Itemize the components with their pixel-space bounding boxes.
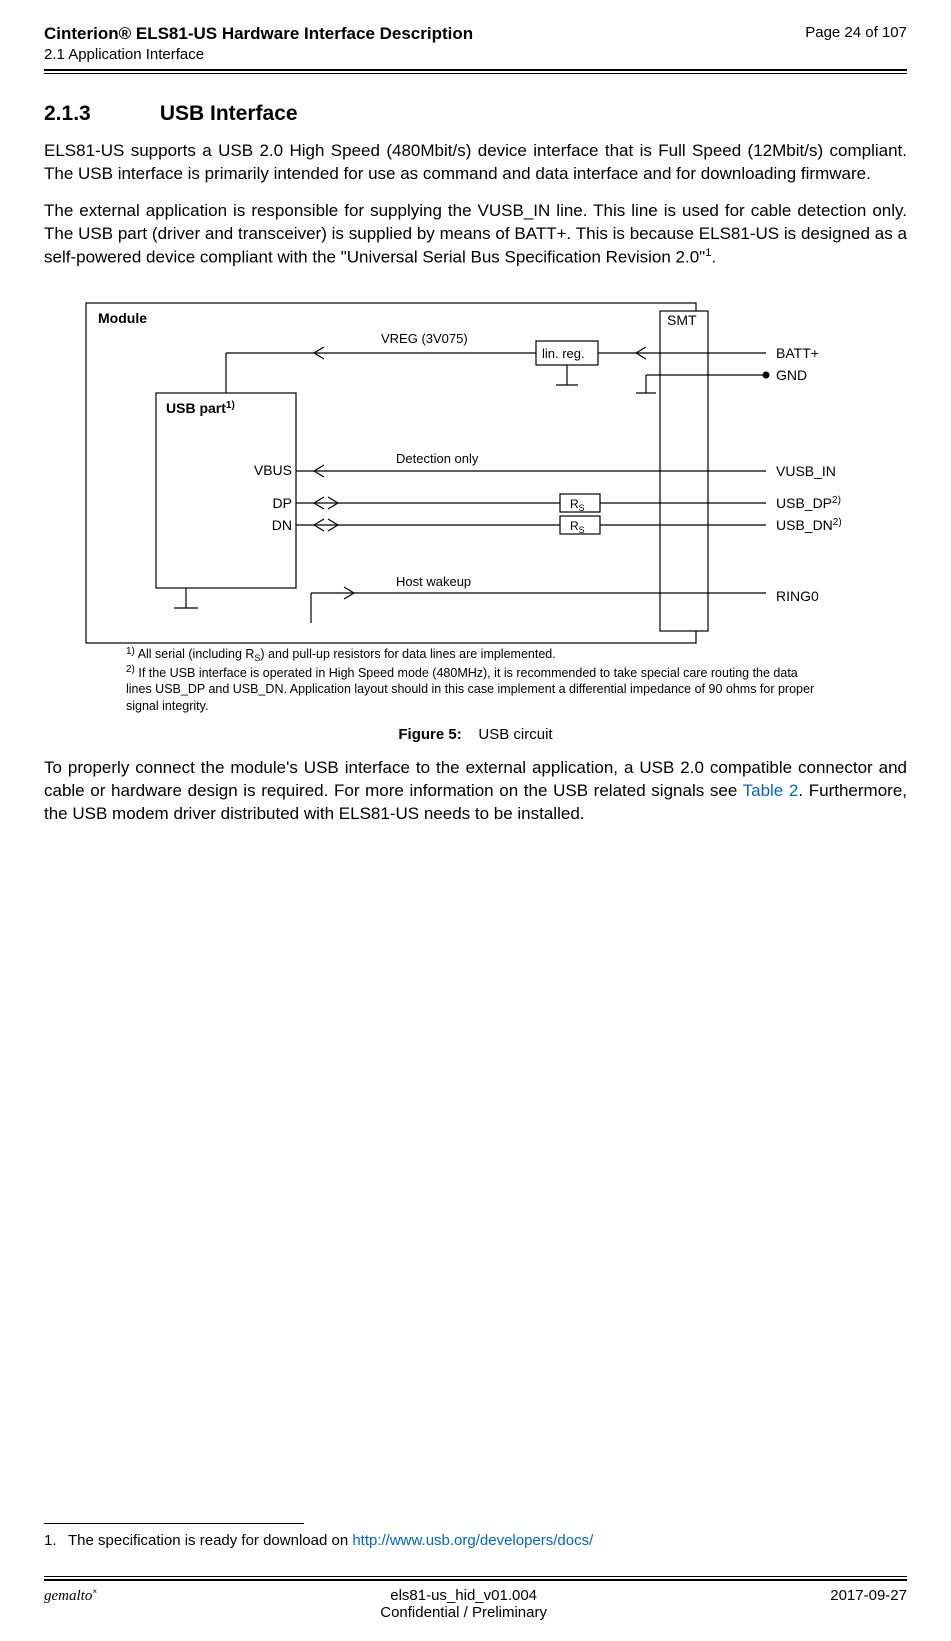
fig-note-1: 1) All serial (including RS) and pull-up…: [126, 646, 556, 663]
vusb-in-label: VUSB_IN: [776, 463, 836, 479]
lin-reg-label: lin. reg.: [542, 346, 585, 361]
page-header: Cinterion® ELS81-US Hardware Interface D…: [44, 24, 907, 63]
footnote-rule: [44, 1523, 304, 1524]
fig-note-2-sup: 2): [126, 664, 135, 675]
usb-dp-label: USB_DP2): [776, 495, 841, 511]
footer-docid: els81-us_hid_v01.004: [380, 1587, 547, 1604]
vbus-label: VBUS: [253, 462, 291, 478]
footnote-text-a: The specification is ready for download …: [68, 1532, 352, 1549]
dn-label: DN: [271, 517, 291, 533]
figure-5: Module SMT USB part1) VREG (3V075): [66, 293, 886, 743]
usb-part-box: [156, 393, 296, 588]
footnote-num: 1.: [44, 1532, 68, 1549]
header-left: Cinterion® ELS81-US Hardware Interface D…: [44, 24, 473, 63]
section-title: USB Interface: [160, 102, 298, 125]
usb-part-label: USB part1): [166, 400, 235, 416]
paragraph-2-end: .: [711, 247, 716, 266]
detection-label: Detection only: [396, 451, 479, 466]
footer-brand-sup: ×: [92, 1587, 97, 1596]
figure-caption-label: Figure 5:: [398, 726, 461, 743]
paragraph-1: ELS81-US supports a USB 2.0 High Speed (…: [44, 140, 907, 186]
gnd-dot-icon: [762, 372, 769, 379]
footer-brand: gemalto×: [44, 1587, 97, 1605]
figure-caption-text: USB circuit: [478, 726, 552, 743]
footer-rule-thick: [44, 1579, 907, 1581]
vreg-label: VREG (3V075): [381, 331, 468, 346]
smt-label: SMT: [667, 312, 697, 328]
content-body: 2.1.3 USB Interface ELS81-US supports a …: [44, 102, 907, 826]
footnote-1: 1. The specification is ready for downlo…: [44, 1532, 907, 1549]
dp-label: DP: [272, 495, 291, 511]
header-rule-thick: [44, 69, 907, 71]
paragraph-2: The external application is responsible …: [44, 200, 907, 269]
footer-rule-thin: [44, 1576, 907, 1577]
footer-confidential: Confidential / Preliminary: [380, 1604, 547, 1621]
gnd-label: GND: [776, 367, 807, 383]
module-box: [86, 303, 696, 643]
figure-svg: Module SMT USB part1) VREG (3V075): [66, 293, 886, 713]
footer-date: 2017-09-27: [830, 1587, 907, 1604]
footnote-text: The specification is ready for download …: [68, 1532, 593, 1549]
header-rule-thin: [44, 73, 907, 74]
footnote-block: 1. The specification is ready for downlo…: [44, 1523, 907, 1549]
usb-dn-label: USB_DN2): [776, 517, 842, 533]
module-label: Module: [98, 310, 147, 326]
table-2-link[interactable]: Table 2: [743, 781, 799, 800]
footer-center: els81-us_hid_v01.004 Confidential / Prel…: [380, 1587, 547, 1621]
footer-brand-text: gemalto: [44, 1588, 92, 1604]
doc-subsection: 2.1 Application Interface: [44, 46, 473, 63]
batt-label: BATT+: [776, 345, 819, 361]
fig-note-2-wrap: 2) If the USB interface is operated in H…: [126, 663, 826, 713]
paragraph-2-text: The external application is responsible …: [44, 201, 907, 267]
section-number: 2.1.3: [44, 102, 154, 126]
footnote-link[interactable]: http://www.usb.org/developers/docs/: [352, 1532, 593, 1549]
doc-title: Cinterion® ELS81-US Hardware Interface D…: [44, 24, 473, 44]
page-number: Page 24 of 107: [805, 24, 907, 41]
paragraph-3: To properly connect the module's USB int…: [44, 757, 907, 826]
ring0-label: RING0: [776, 588, 819, 604]
section-heading: 2.1.3 USB Interface: [44, 102, 907, 126]
fig-note-2-text: If the USB interface is operated in High…: [126, 667, 814, 714]
page-footer: gemalto× els81-us_hid_v01.004 Confidenti…: [44, 1576, 907, 1621]
figure-caption: Figure 5: USB circuit: [66, 726, 886, 743]
host-wakeup-label: Host wakeup: [396, 574, 471, 589]
